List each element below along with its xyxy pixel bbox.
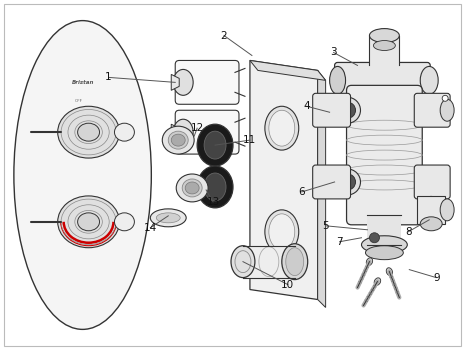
- Bar: [417, 196, 445, 224]
- FancyBboxPatch shape: [312, 165, 351, 199]
- Ellipse shape: [150, 209, 186, 227]
- Text: OFF: OFF: [74, 99, 83, 103]
- FancyBboxPatch shape: [175, 110, 239, 154]
- Ellipse shape: [114, 213, 134, 231]
- Ellipse shape: [286, 248, 304, 275]
- Ellipse shape: [265, 106, 299, 150]
- Ellipse shape: [182, 179, 202, 197]
- Ellipse shape: [176, 174, 208, 202]
- Text: 2: 2: [221, 30, 227, 41]
- Ellipse shape: [173, 69, 193, 95]
- Ellipse shape: [440, 99, 454, 121]
- Ellipse shape: [168, 131, 188, 149]
- Text: 10: 10: [281, 280, 294, 289]
- Ellipse shape: [420, 66, 438, 94]
- Ellipse shape: [282, 244, 308, 280]
- Ellipse shape: [335, 169, 360, 195]
- Ellipse shape: [265, 210, 299, 254]
- Polygon shape: [318, 70, 326, 307]
- Ellipse shape: [197, 124, 233, 166]
- Ellipse shape: [162, 126, 194, 154]
- Ellipse shape: [339, 174, 356, 190]
- Ellipse shape: [171, 134, 185, 146]
- Ellipse shape: [14, 21, 151, 329]
- FancyBboxPatch shape: [312, 93, 351, 127]
- Text: 9: 9: [433, 273, 439, 282]
- Ellipse shape: [58, 196, 120, 248]
- Ellipse shape: [373, 41, 395, 50]
- FancyBboxPatch shape: [414, 93, 450, 127]
- Ellipse shape: [420, 217, 442, 231]
- Ellipse shape: [361, 236, 407, 254]
- Text: 14: 14: [144, 223, 157, 233]
- FancyBboxPatch shape: [335, 62, 430, 98]
- Polygon shape: [171, 124, 179, 140]
- Ellipse shape: [78, 123, 100, 141]
- Ellipse shape: [269, 214, 295, 250]
- Text: 5: 5: [322, 221, 329, 231]
- Text: 1: 1: [105, 72, 112, 82]
- Ellipse shape: [185, 182, 199, 194]
- Ellipse shape: [156, 213, 180, 223]
- Ellipse shape: [366, 258, 372, 266]
- Ellipse shape: [335, 97, 360, 123]
- Ellipse shape: [231, 246, 255, 278]
- Ellipse shape: [269, 110, 295, 146]
- Ellipse shape: [365, 246, 403, 260]
- Text: Bristan: Bristan: [72, 80, 94, 85]
- Text: 6: 6: [299, 187, 305, 197]
- Text: 13: 13: [206, 197, 219, 207]
- Ellipse shape: [173, 119, 193, 145]
- Polygon shape: [250, 61, 326, 80]
- Text: 8: 8: [405, 227, 412, 237]
- Text: 7: 7: [336, 237, 343, 247]
- Bar: [243, 246, 295, 278]
- Ellipse shape: [78, 213, 100, 231]
- Ellipse shape: [58, 106, 120, 158]
- Ellipse shape: [330, 66, 345, 94]
- Polygon shape: [250, 61, 318, 300]
- Text: 11: 11: [243, 135, 257, 145]
- Text: 12: 12: [191, 123, 204, 133]
- Ellipse shape: [339, 102, 356, 118]
- FancyBboxPatch shape: [414, 165, 450, 199]
- Ellipse shape: [386, 268, 392, 275]
- Polygon shape: [171, 75, 179, 90]
- Ellipse shape: [370, 29, 399, 43]
- Text: 3: 3: [330, 48, 337, 57]
- FancyBboxPatch shape: [346, 85, 422, 225]
- Ellipse shape: [114, 123, 134, 141]
- Ellipse shape: [204, 131, 226, 159]
- Text: 4: 4: [303, 101, 310, 111]
- FancyBboxPatch shape: [175, 61, 239, 104]
- Ellipse shape: [374, 278, 381, 285]
- Ellipse shape: [197, 166, 233, 208]
- Ellipse shape: [370, 233, 379, 243]
- Ellipse shape: [442, 95, 448, 101]
- Ellipse shape: [204, 173, 226, 201]
- Ellipse shape: [440, 199, 454, 221]
